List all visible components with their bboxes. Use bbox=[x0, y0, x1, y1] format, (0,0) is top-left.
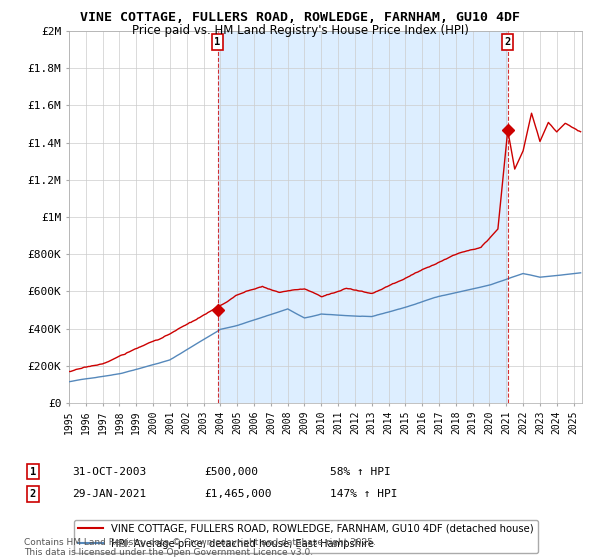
Text: 147% ↑ HPI: 147% ↑ HPI bbox=[330, 489, 398, 499]
Text: 1: 1 bbox=[30, 466, 36, 477]
Text: 2: 2 bbox=[30, 489, 36, 499]
Text: Contains HM Land Registry data © Crown copyright and database right 2025.
This d: Contains HM Land Registry data © Crown c… bbox=[24, 538, 376, 557]
Text: 2: 2 bbox=[505, 37, 511, 47]
Text: 29-JAN-2021: 29-JAN-2021 bbox=[72, 489, 146, 499]
Text: Price paid vs. HM Land Registry's House Price Index (HPI): Price paid vs. HM Land Registry's House … bbox=[131, 24, 469, 36]
Text: £500,000: £500,000 bbox=[204, 466, 258, 477]
Legend: VINE COTTAGE, FULLERS ROAD, ROWLEDGE, FARNHAM, GU10 4DF (detached house), HPI: A: VINE COTTAGE, FULLERS ROAD, ROWLEDGE, FA… bbox=[74, 520, 538, 553]
Text: £1,465,000: £1,465,000 bbox=[204, 489, 271, 499]
Text: 1: 1 bbox=[214, 37, 221, 47]
Text: 31-OCT-2003: 31-OCT-2003 bbox=[72, 466, 146, 477]
Text: 58% ↑ HPI: 58% ↑ HPI bbox=[330, 466, 391, 477]
Text: VINE COTTAGE, FULLERS ROAD, ROWLEDGE, FARNHAM, GU10 4DF: VINE COTTAGE, FULLERS ROAD, ROWLEDGE, FA… bbox=[80, 11, 520, 24]
Bar bbox=[218, 31, 508, 403]
